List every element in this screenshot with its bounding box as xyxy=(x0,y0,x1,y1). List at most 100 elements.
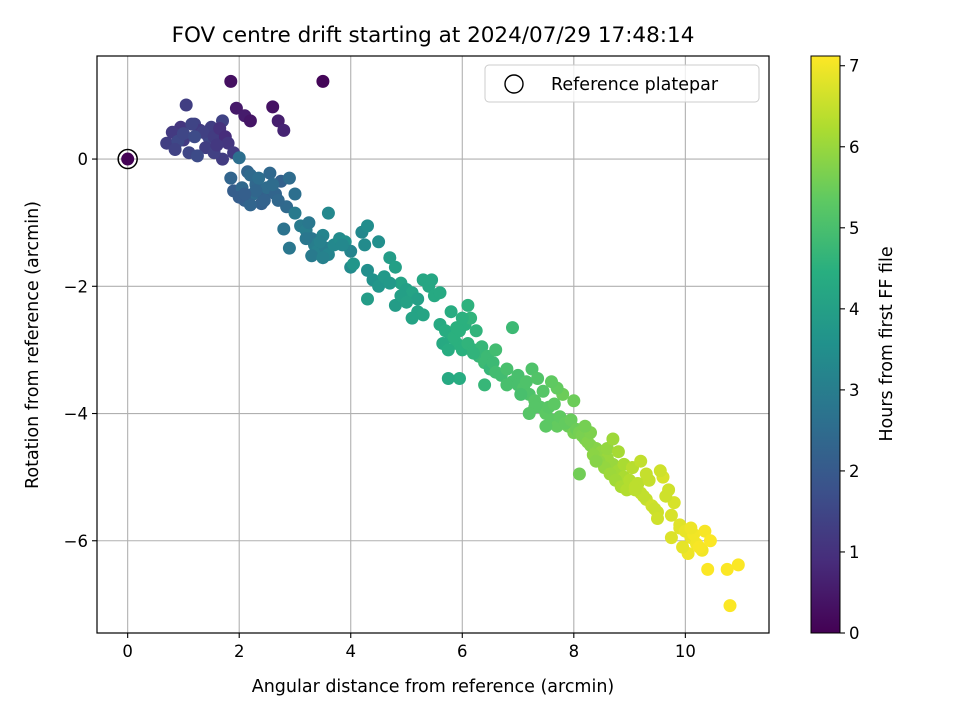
scatter-point xyxy=(361,263,374,277)
scatter-point xyxy=(703,534,717,548)
reference-ring xyxy=(117,148,138,170)
scatter-point xyxy=(478,378,492,392)
scatter-point xyxy=(522,407,536,420)
colorbar-tick-label: 7 xyxy=(849,57,860,76)
colorbar-tick-label: 4 xyxy=(849,300,860,319)
scatter-point xyxy=(506,321,519,335)
scatter-point xyxy=(249,184,263,198)
scatter-points xyxy=(160,74,745,613)
scatter-point xyxy=(266,100,280,114)
legend-marker-icon xyxy=(504,74,524,94)
scatter-point xyxy=(271,193,285,207)
colorbar-ticks: 0 1 2 3 4 5 6 7 xyxy=(840,57,860,643)
scatter-point xyxy=(383,276,397,290)
scatter-point xyxy=(176,127,190,141)
colorbar-tick-label: 1 xyxy=(849,543,860,562)
scatter-point xyxy=(611,445,625,459)
scatter-point xyxy=(288,206,302,220)
legend-entry-reference: Reference platepar xyxy=(551,75,719,95)
colorbar-tick-label: 5 xyxy=(849,219,860,238)
x-axis-ticks: 0 2 4 6 8 10 xyxy=(122,633,696,661)
scatter-point xyxy=(441,343,455,357)
scatter-point xyxy=(539,419,553,433)
grid-lines xyxy=(97,56,769,633)
scatter-point xyxy=(224,171,238,185)
y-tick-label: 0 xyxy=(78,150,89,169)
reference-marker xyxy=(117,148,138,170)
scatter-point xyxy=(500,362,514,376)
scatter-point xyxy=(639,467,653,481)
x-tick-label: 6 xyxy=(457,642,468,661)
scatter-point xyxy=(313,235,327,249)
y-axis-label: Rotation from reference (arcmin) xyxy=(23,201,43,489)
scatter-point xyxy=(461,298,475,312)
scatter-point xyxy=(179,98,193,112)
scatter-point xyxy=(547,397,561,411)
scatter-point xyxy=(188,130,202,144)
scatter-point xyxy=(257,193,271,207)
scatter-point xyxy=(243,198,257,212)
scatter-point xyxy=(441,372,455,385)
legend-box xyxy=(484,64,760,103)
scatter-point xyxy=(400,295,413,309)
scatter-point xyxy=(519,375,533,389)
scatter-point xyxy=(243,114,257,128)
scatter-point xyxy=(263,166,277,180)
scatter-point xyxy=(578,419,592,433)
y-tick-label: −4 xyxy=(64,405,88,424)
scatter-point xyxy=(634,454,648,468)
scatter-point xyxy=(564,413,578,427)
scatter-point xyxy=(321,206,335,220)
y-axis-ticks: 0 −2 −4 −6 xyxy=(64,150,97,551)
scatter-point xyxy=(500,378,514,392)
scatter-point xyxy=(514,387,528,401)
scatter-point xyxy=(600,442,614,455)
scatter-point xyxy=(545,375,558,389)
scatter-point xyxy=(305,249,319,263)
scatter-point xyxy=(676,540,690,554)
x-tick-label: 0 xyxy=(122,642,133,661)
scatter-point xyxy=(653,464,667,478)
scatter-point xyxy=(455,311,469,325)
y-tick-label: −2 xyxy=(64,277,88,296)
scatter-point xyxy=(271,114,285,128)
scatter-point xyxy=(347,257,360,271)
scatter-point xyxy=(531,372,545,385)
scatter-point xyxy=(277,222,291,236)
scatter-point xyxy=(701,562,715,576)
scatter-point xyxy=(664,508,678,522)
scatter-point xyxy=(372,235,386,249)
scatter-point xyxy=(361,292,374,306)
scatter-point xyxy=(659,489,673,503)
reference-point xyxy=(121,152,135,166)
scatter-point xyxy=(229,101,243,115)
scatter-point xyxy=(720,562,734,576)
colorbar-tick-label: 0 xyxy=(849,624,860,643)
scatter-point xyxy=(425,273,439,287)
scatter-point xyxy=(358,238,372,252)
scatter-point xyxy=(388,260,402,274)
scatter-point xyxy=(316,74,330,88)
scatter-point xyxy=(572,467,586,481)
colorbar-gradient xyxy=(810,55,841,634)
scatter-point xyxy=(416,308,430,322)
scatter-point xyxy=(411,292,425,306)
scatter-point xyxy=(383,251,397,265)
scatter-point xyxy=(628,483,642,497)
scatter-point xyxy=(266,178,280,191)
scatter-point xyxy=(299,232,313,246)
scatter-point xyxy=(282,241,296,255)
scatter-point xyxy=(316,251,330,265)
scatter-point xyxy=(489,343,503,357)
scatter-point xyxy=(466,346,480,360)
scatter-point xyxy=(361,219,374,233)
scatter-point xyxy=(238,187,252,201)
colorbar-tick-label: 6 xyxy=(849,138,860,157)
plot-frame xyxy=(96,55,770,634)
scatter-point xyxy=(224,74,238,88)
scatter-point xyxy=(190,149,204,163)
colorbar-tick-label: 3 xyxy=(849,381,860,400)
scatter-point xyxy=(536,384,550,398)
scatter-point xyxy=(210,138,224,152)
scatter-point xyxy=(567,394,581,408)
